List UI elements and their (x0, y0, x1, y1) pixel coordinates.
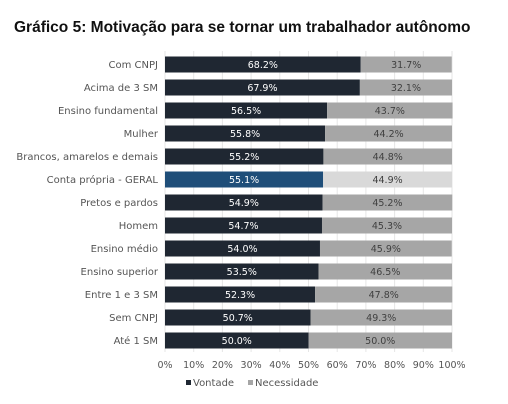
category-label: Mulher (124, 129, 159, 140)
data-label-necessidade: 45.2% (372, 198, 402, 209)
chart-title: Gráfico 5: Motivação para se tornar um t… (14, 19, 471, 36)
data-label-necessidade: 47.8% (369, 290, 399, 301)
bar-necessidade (321, 217, 452, 234)
x-tick-label: 80% (384, 360, 405, 371)
category-label: Brancos, amarelos e demais (16, 152, 158, 163)
data-label-necessidade: 45.9% (371, 244, 401, 255)
data-label-necessidade: 31.7% (391, 60, 421, 71)
bar-necessidade (325, 125, 452, 142)
x-tick-label: 90% (413, 360, 434, 371)
bar-vontade (165, 148, 324, 165)
x-tick-label: 0% (157, 360, 172, 371)
data-label-necessidade: 44.8% (373, 152, 403, 163)
bar-vontade (165, 309, 311, 326)
data-label-vontade: 56.5% (231, 106, 261, 117)
data-label-necessidade: 45.3% (372, 221, 402, 232)
bar-vontade (165, 79, 360, 96)
data-label-vontade: 55.8% (230, 129, 260, 140)
bar-necessidade (319, 240, 452, 257)
category-label: Até 1 SM (114, 335, 158, 347)
x-tick-label: 20% (212, 360, 233, 371)
category-label: Com CNPJ (109, 60, 158, 71)
data-label-necessidade: 46.5% (370, 267, 400, 278)
bar-vontade (165, 194, 323, 211)
bar-vontade (165, 171, 324, 188)
legend-swatch-vontade (186, 380, 191, 385)
data-label-vontade: 54.0% (227, 244, 257, 255)
bar-necessidade (308, 332, 452, 349)
bar-vontade (165, 240, 320, 257)
bar-necessidade (359, 79, 452, 96)
legend-label-necessidade: Necessidade (255, 378, 318, 389)
bar-vontade (165, 332, 309, 349)
bar-vontade (165, 102, 328, 119)
legend-label-vontade: Vontade (193, 378, 234, 389)
bar-vontade (165, 217, 322, 234)
bar-necessidade (323, 171, 452, 188)
bar-necessidade (322, 194, 453, 211)
data-label-necessidade: 50.0% (365, 336, 395, 347)
bar-necessidade (315, 286, 453, 303)
data-label-necessidade: 49.3% (366, 313, 396, 324)
category-label: Ensino superior (81, 267, 159, 278)
category-label: Pretos e pardos (80, 198, 158, 209)
bar-necessidade (318, 263, 452, 280)
bar-vontade (165, 286, 316, 303)
x-tick-label: 40% (269, 360, 290, 371)
x-tick-label: 100% (438, 360, 465, 371)
x-tick-label: 70% (355, 360, 376, 371)
data-label-vontade: 68.2% (248, 60, 278, 71)
category-label: Ensino fundamental (58, 106, 158, 117)
data-label-vontade: 55.2% (229, 152, 259, 163)
x-tick-label: 10% (183, 360, 204, 371)
data-label-necessidade: 32.1% (391, 83, 421, 94)
data-label-vontade: 67.9% (247, 83, 277, 94)
bar-necessidade (323, 148, 452, 165)
data-label-vontade: 52.3% (225, 290, 255, 301)
category-label: Conta própria - GERAL (47, 174, 159, 186)
x-tick-label: 50% (298, 360, 319, 371)
legend-swatch-necessidade (248, 380, 253, 385)
bar-necessidade (360, 56, 452, 73)
data-label-necessidade: 44.9% (372, 175, 402, 186)
bar-necessidade (310, 309, 452, 326)
category-label: Sem CNPJ (109, 313, 158, 324)
data-label-vontade: 53.5% (227, 267, 257, 278)
category-label: Entre 1 e 3 SM (85, 290, 158, 301)
x-tick-label: 60% (327, 360, 348, 371)
category-label: Homem (119, 221, 158, 232)
data-label-necessidade: 44.2% (373, 129, 403, 140)
category-label: Acima de 3 SM (84, 83, 158, 94)
data-label-vontade: 50.7% (223, 313, 253, 324)
bar-vontade (165, 56, 361, 73)
data-label-vontade: 54.9% (229, 198, 259, 209)
bar-vontade (165, 263, 319, 280)
data-label-vontade: 54.7% (228, 221, 258, 232)
data-label-necessidade: 43.7% (375, 106, 405, 117)
x-tick-label: 30% (241, 360, 262, 371)
data-label-vontade: 50.0% (222, 336, 252, 347)
bar-vontade (165, 125, 326, 142)
bar-necessidade (327, 102, 453, 119)
data-label-vontade: 55.1% (229, 175, 259, 186)
category-label: Ensino médio (91, 243, 158, 255)
